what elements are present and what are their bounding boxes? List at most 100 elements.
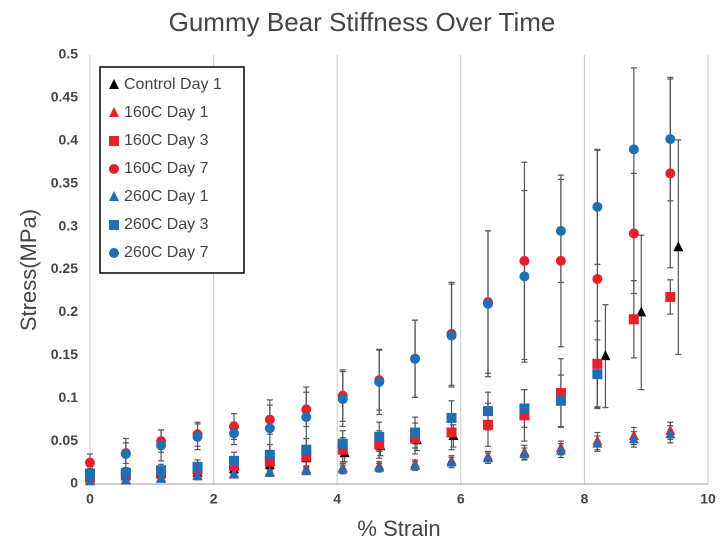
data-point (120, 448, 131, 459)
data-point (410, 433, 421, 444)
data-point (446, 330, 457, 341)
data-point (192, 431, 203, 442)
legend-marker (109, 107, 119, 117)
y-tick-label: 0.05 (51, 432, 78, 448)
legend-label: 260C Day 7 (124, 244, 209, 261)
data-point (374, 461, 385, 472)
y-tick-label: 0.4 (59, 132, 79, 148)
y-tick-label: 0.3 (59, 217, 79, 233)
x-tick-label: 4 (333, 491, 341, 507)
data-point (85, 457, 95, 468)
data-point (665, 428, 676, 439)
data-point (228, 428, 239, 439)
data-point (482, 406, 493, 417)
legend-label: 260C Day 1 (124, 188, 209, 205)
legend-marker (109, 220, 119, 230)
data-point (628, 433, 639, 444)
x-tick-label: 8 (581, 491, 589, 507)
data-point (156, 440, 167, 451)
data-point (156, 465, 167, 476)
data-point (628, 144, 639, 155)
data-point (374, 431, 385, 442)
y-axis-label: Stress(MPa) (16, 209, 41, 331)
y-tick-label: 0.15 (51, 346, 78, 362)
data-point (156, 472, 167, 483)
y-tick-label: 0 (70, 475, 78, 491)
legend-marker (109, 248, 119, 258)
data-point (374, 439, 385, 450)
data-point (555, 255, 566, 266)
data-point (555, 444, 566, 455)
data-point (337, 444, 348, 455)
data-point (264, 423, 275, 434)
data-point (120, 474, 131, 485)
data-point (264, 414, 275, 425)
data-point (228, 460, 239, 471)
y-tick-label: 0.45 (51, 89, 78, 105)
data-point (85, 475, 95, 486)
data-point (301, 404, 312, 415)
data-point (337, 438, 348, 449)
data-point (228, 468, 239, 479)
data-point (519, 447, 530, 458)
data-point (555, 225, 566, 236)
data-point (482, 298, 493, 309)
data-point (264, 466, 275, 477)
legend-marker (109, 79, 119, 89)
data-point (374, 376, 385, 387)
data-point (600, 350, 611, 361)
legend-marker (109, 136, 119, 146)
data-point (519, 255, 530, 266)
data-point (592, 369, 603, 380)
data-point (410, 427, 421, 438)
data-point (85, 470, 95, 481)
data-point (228, 455, 239, 466)
data-point (446, 412, 457, 423)
data-point (665, 134, 676, 145)
data-point (665, 168, 676, 179)
x-tick-label: 6 (457, 491, 465, 507)
y-tick-label: 0.2 (59, 303, 79, 319)
legend-box (99, 66, 245, 274)
y-tick-label: 0.1 (59, 389, 79, 405)
data-point (120, 467, 131, 478)
data-point (337, 394, 348, 405)
data-point (446, 456, 457, 467)
data-point (665, 291, 676, 302)
x-axis-label: % Strain (357, 516, 440, 541)
data-point (301, 465, 312, 476)
legend-label: 160C Day 7 (124, 160, 209, 177)
data-point (592, 201, 603, 212)
legend-label: 260C Day 3 (124, 216, 209, 233)
data-point (192, 470, 203, 481)
legend-label: 160C Day 1 (124, 104, 209, 121)
data-point (519, 271, 530, 282)
data-point (519, 403, 530, 414)
x-tick-label: 10 (700, 491, 716, 507)
data-point (628, 228, 639, 239)
data-point (555, 395, 566, 406)
data-point (673, 241, 684, 252)
data-point (592, 273, 603, 284)
data-point (264, 449, 275, 460)
data-point (592, 358, 603, 369)
data-point (628, 314, 639, 325)
legend-marker (109, 191, 119, 201)
data-point (482, 452, 493, 463)
data-point (519, 410, 530, 421)
y-tick-label: 0.35 (51, 174, 78, 190)
data-point (592, 437, 603, 448)
data-point (482, 419, 493, 430)
y-tick-label: 0.25 (51, 260, 78, 276)
data-point (228, 421, 239, 432)
data-point (192, 461, 203, 472)
data-point (301, 412, 312, 423)
data-point (301, 444, 312, 455)
data-point (636, 306, 647, 317)
chart-title: Gummy Bear Stiffness Over Time (169, 7, 556, 37)
data-point (410, 459, 421, 470)
legend-label: 160C Day 3 (124, 132, 209, 149)
y-tick-label: 0.5 (59, 46, 79, 62)
data-point (446, 427, 457, 438)
